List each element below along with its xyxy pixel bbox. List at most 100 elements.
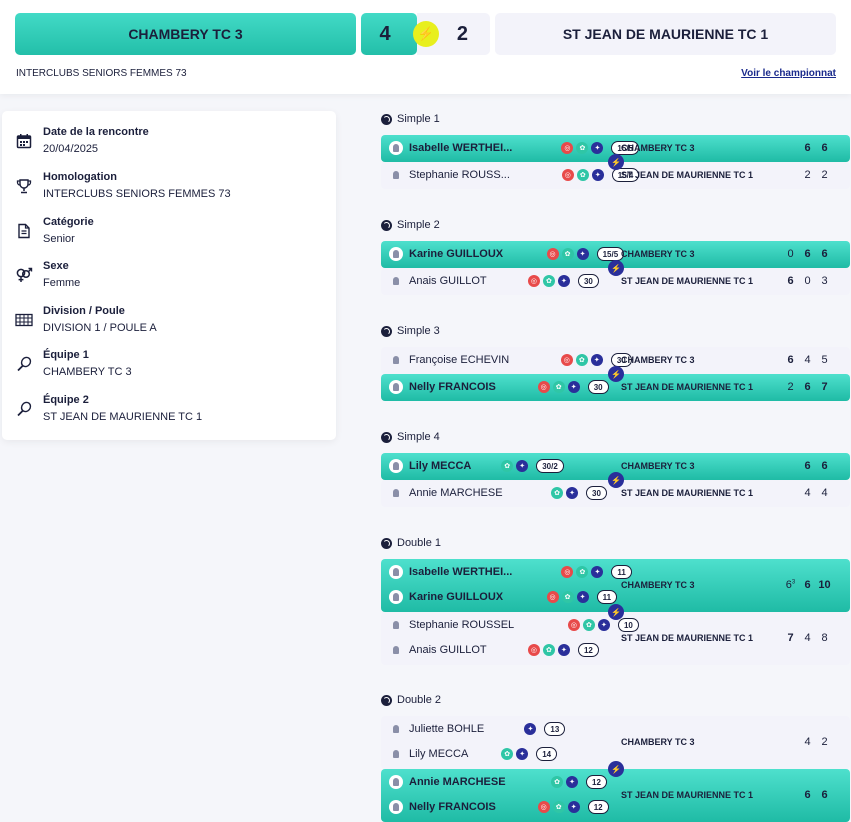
team-name: ST JEAN DE MAURIENNE TC 1 [621, 632, 754, 643]
match-title-label: Simple 3 [397, 325, 440, 337]
match-card: Simple 2 Karine GUILLOUX ◎ ✿ ✦ 15/5 CHAMBERY T… [381, 219, 850, 295]
tennis-ball-icon [381, 694, 392, 706]
player-name[interactable]: Annie MARCHESE [409, 487, 503, 499]
player-row[interactable]: Nelly FRANCOIS ◎ ✿ ✦ 30 [381, 377, 611, 397]
trophy-icon [14, 176, 34, 196]
player-name[interactable]: Isabelle WERTHEI... [409, 566, 513, 578]
tennis-ball-icon [381, 325, 392, 337]
player-name[interactable]: Nelly FRANCOIS [409, 381, 496, 393]
blue-badge-icon: ✦ [516, 748, 529, 760]
player-row[interactable]: Juliette BOHLE ✦ 13 [381, 719, 611, 739]
player-name[interactable]: Lily MECCA [409, 748, 469, 760]
ranking-badges: ◎ ✿ ✦ [537, 381, 580, 393]
player-row[interactable]: Karine GUILLOUX ◎ ✿ ✦ 15/5 [381, 244, 625, 264]
set-score: 6 [821, 788, 828, 801]
player-name[interactable]: Juliette BOHLE [409, 723, 485, 735]
set-score: 6 [804, 788, 811, 801]
player-name[interactable]: Stephanie ROUSS... [409, 169, 510, 181]
info-value: INTERCLUBS SENIORS FEMMES 73 [43, 188, 231, 200]
player-row[interactable]: Anais GUILLOT ◎ ✿ ✦ 12 [381, 640, 611, 660]
avatar-icon [389, 747, 403, 761]
player-row[interactable]: Karine GUILLOUX ◎ ✿ ✦ 11 [381, 587, 618, 607]
championship-link[interactable]: Voir le championnat [741, 68, 836, 79]
ranking-badges: ✿ ✦ [501, 460, 529, 472]
info-value: Femme [43, 277, 81, 289]
set-score: 2 [787, 380, 794, 393]
red-badge-icon: ◎ [561, 566, 574, 578]
green-badge-icon: ✿ [576, 566, 589, 578]
away-team-name: ST JEAN DE MAURIENNE TC 1 [495, 13, 836, 55]
blue-badge-icon: ✦ [576, 248, 589, 260]
info-row: Catégorie Senior [2, 216, 332, 256]
red-badge-icon: ◎ [567, 619, 580, 631]
player-row[interactable]: Isabelle WERTHEI... ◎ ✿ ✦ 11 [381, 562, 632, 582]
player-name[interactable]: Anais GUILLOT [409, 644, 487, 656]
avatar-icon [389, 643, 403, 657]
avatar-icon [389, 380, 403, 394]
info-value: ST JEAN DE MAURIENNE TC 1 [43, 411, 203, 423]
ranking-badges: ◎ ✿ ✦ [567, 619, 610, 631]
bolt-icon: ⚡ [608, 604, 624, 620]
set-score: 2 [821, 735, 828, 748]
player-row[interactable]: Annie MARCHESE ✿ ✦ 30 [381, 483, 611, 503]
team-name: CHAMBERY TC 3 [621, 142, 695, 153]
red-badge-icon: ◎ [546, 591, 559, 603]
blue-badge-icon: ✦ [567, 381, 580, 393]
player-row[interactable]: Françoise ECHEVIN ◎ ✿ ✦ 30 [381, 350, 632, 370]
player-name[interactable]: Karine GUILLOUX [409, 591, 504, 603]
set-score: 7 [821, 380, 828, 393]
player-row[interactable]: Annie MARCHESE ✿ ✦ 12 [381, 772, 611, 792]
player-row[interactable]: Nelly FRANCOIS ◎ ✿ ✦ 12 [381, 797, 611, 817]
green-badge-icon: ✿ [551, 776, 564, 788]
ranking-badges: ◎ ✿ ✦ [546, 248, 589, 260]
player-row[interactable]: Lily MECCA ✿ ✦ 30/2 [381, 456, 611, 476]
avatar-icon [389, 618, 403, 632]
player-ranking: 12 [586, 775, 607, 789]
blue-badge-icon: ✦ [524, 723, 537, 735]
document-icon [14, 221, 34, 241]
player-row[interactable]: Anais GUILLOT ◎ ✿ ✦ 30 [381, 271, 611, 291]
info-label: Sexe [43, 260, 69, 272]
avatar-icon [389, 141, 403, 155]
player-row[interactable]: Stephanie ROUSS... ◎ ✿ ✦ 15/4 [381, 165, 640, 185]
match-title-label: Double 1 [397, 537, 442, 549]
player-row[interactable]: Stephanie ROUSSEL ◎ ✿ ✦ 10 [381, 615, 639, 635]
player-row[interactable]: Isabelle WERTHEI... ◎ ✿ ✦ 15/5 [381, 138, 639, 158]
match-title-label: Double 2 [397, 694, 442, 706]
player-name[interactable]: Stephanie ROUSSEL [409, 619, 515, 631]
player-name[interactable]: Annie MARCHESE [409, 776, 506, 788]
player-name[interactable]: Anais GUILLOT [409, 275, 487, 287]
match-card: Simple 3 Françoise ECHEVIN ◎ ✿ ✦ 30 CHAMBERY T… [381, 325, 850, 401]
player-row[interactable]: Lily MECCA ✿ ✦ 14 [381, 744, 611, 764]
player-ranking: 30 [577, 274, 599, 288]
player-name[interactable]: Lily MECCA [409, 460, 472, 472]
match-title-label: Simple 2 [397, 219, 440, 231]
player-name[interactable]: Karine GUILLOUX [409, 248, 504, 260]
set-score: 0 [787, 247, 794, 260]
player-name[interactable]: Nelly FRANCOIS [409, 801, 496, 813]
blue-badge-icon: ✦ [567, 801, 580, 813]
match-title: Double 1 [381, 537, 441, 549]
info-label: Équipe 1 [43, 349, 89, 361]
set-score: 6 [804, 141, 811, 154]
info-label: Division / Poule [43, 305, 125, 317]
player-name[interactable]: Françoise ECHEVIN [409, 354, 510, 366]
losing-team-row: Stephanie ROUSSEL ◎ ✿ ✦ 10 Anais GUILLOT ◎ ✿ ✦ 12… [381, 612, 850, 665]
blue-badge-icon: ✦ [557, 644, 570, 656]
avatar-icon [389, 565, 403, 579]
team-name: CHAMBERY TC 3 [621, 460, 695, 471]
info-label: Catégorie [43, 216, 94, 228]
blue-badge-icon: ✦ [597, 619, 610, 631]
set-score: 6 [787, 274, 794, 287]
match-info-card: Date de la rencontre 20/04/2025 Homologati… [2, 111, 336, 440]
player-name[interactable]: Isabelle WERTHEI... [409, 142, 513, 154]
bolt-icon: ⚡ [608, 154, 624, 170]
match-title-label: Simple 4 [397, 431, 440, 443]
